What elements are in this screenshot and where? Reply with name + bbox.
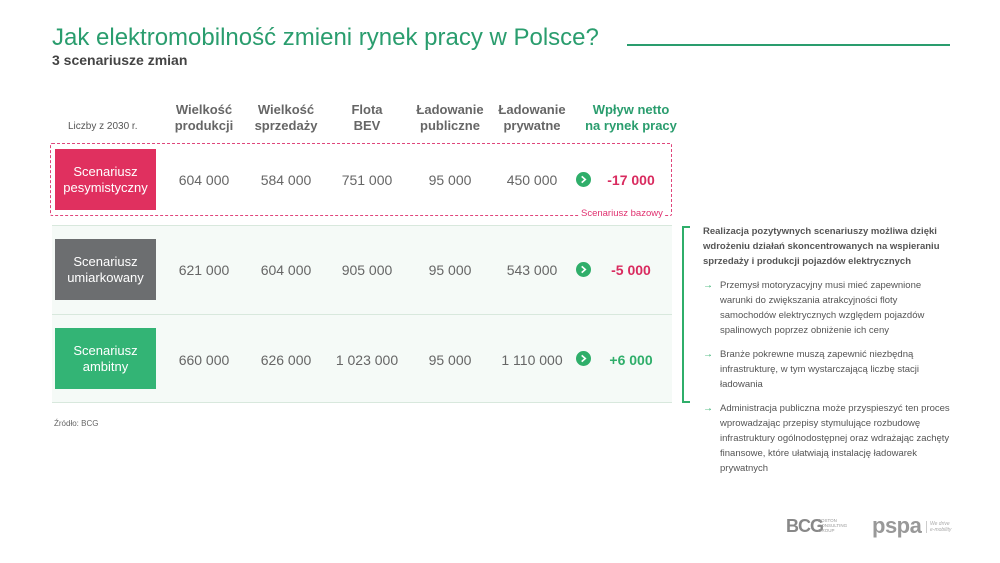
page-subtitle: 3 scenariusze zmian <box>52 52 188 68</box>
chevron-right-icon <box>576 172 591 187</box>
bcg-logo-subtitle: BOSTON CONSULTING GROUP <box>818 518 848 533</box>
table-cell: 660 000 <box>178 352 230 368</box>
baseline-scenario-label: Scenariusz bazowy <box>579 208 665 219</box>
column-header-fleet: Flota BEV <box>351 102 383 133</box>
net-impact-value: -5 000 <box>611 262 651 278</box>
table-cell: 584 000 <box>260 172 312 188</box>
column-header-public-charging: Ładowanie publiczne <box>416 102 484 133</box>
table-cell: 905 000 <box>341 262 393 278</box>
list-item: → Administracja publiczna może przyspies… <box>703 401 953 476</box>
arrow-right-icon: → <box>703 403 713 414</box>
row-label-header: Liczby z 2030 r. <box>68 121 138 132</box>
row-divider <box>52 225 672 226</box>
table-cell: 450 000 <box>506 172 558 188</box>
chevron-right-icon <box>576 262 591 277</box>
list-item: → Przemysł motoryzacyjny musi mieć zapew… <box>703 278 953 338</box>
list-item: → Branże pokrewne muszą zapewnić niezbęd… <box>703 347 953 392</box>
scenario-moderate: Scenariusz umiarkowany <box>55 239 156 300</box>
source-note: Źródło: BCG <box>54 419 99 428</box>
table-cell: 626 000 <box>260 352 312 368</box>
table-cell: 1 110 000 <box>501 352 563 368</box>
arrow-right-icon: → <box>703 280 713 291</box>
table-cell: 751 000 <box>341 172 393 188</box>
net-impact-value: -17 000 <box>607 172 655 188</box>
scenario-pessimistic: Scenariusz pesymistyczny <box>55 149 156 210</box>
table-cell: 621 000 <box>178 262 230 278</box>
table-cell: 604 000 <box>178 172 230 188</box>
bracket-connector <box>682 226 690 403</box>
table-cell: 543 000 <box>506 262 558 278</box>
arrow-right-icon: → <box>703 349 713 360</box>
column-header-production: Wielkość produkcji <box>174 102 234 133</box>
row-divider <box>52 402 672 403</box>
list-item-text: Przemysł motoryzacyjny musi mieć zapewni… <box>720 280 925 336</box>
column-header-net-impact: Wpływ netto na rynek pracy <box>585 102 677 133</box>
column-header-sales: Wielkość sprzedaży <box>254 102 318 133</box>
table-cell: 95 000 <box>428 352 472 368</box>
baseline-scenario-frame <box>50 143 672 216</box>
chevron-right-icon <box>576 351 591 366</box>
right-panel-title: Realizacja pozytywnych scenariuszy możli… <box>703 226 940 267</box>
row-divider <box>52 314 672 315</box>
table-cell: 95 000 <box>428 172 472 188</box>
table-cell: 604 000 <box>260 262 312 278</box>
list-item-text: Administracja publiczna może przyspieszy… <box>720 403 950 474</box>
net-impact-value: +6 000 <box>609 352 653 368</box>
bcg-logo: BCG <box>786 516 824 536</box>
scenario-ambitious: Scenariusz ambitny <box>55 328 156 389</box>
title-underline <box>627 44 950 46</box>
table-cell: 1 023 000 <box>335 352 399 368</box>
page-title: Jak elektromobilność zmieni rynek pracy … <box>52 24 599 51</box>
pspa-logo-tagline: We drive e-mobility <box>926 521 954 533</box>
pspa-logo: pspa <box>872 513 922 538</box>
column-header-private-charging: Ładowanie prywatne <box>498 102 566 133</box>
table-cell: 95 000 <box>428 262 472 278</box>
list-item-text: Branże pokrewne muszą zapewnić niezbędną… <box>720 349 920 390</box>
